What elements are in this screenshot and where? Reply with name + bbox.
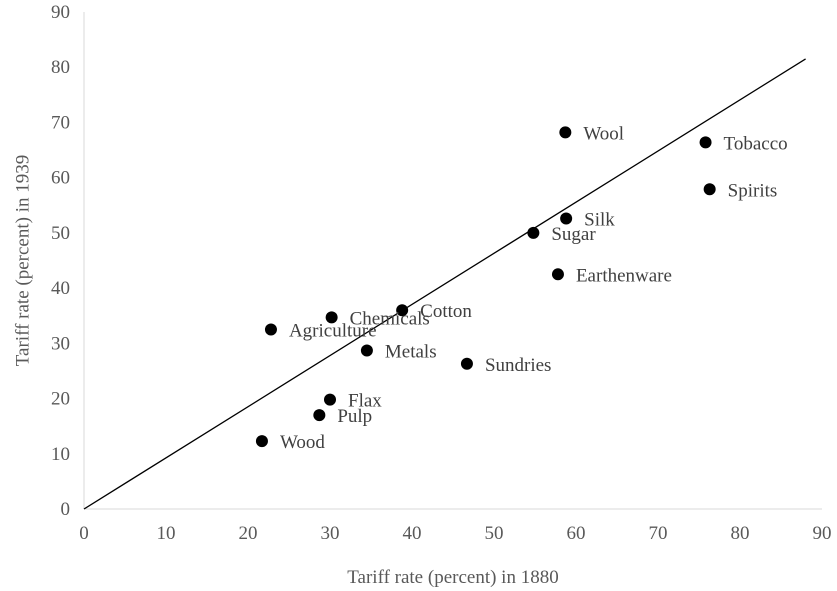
x-tick-label: 10 [157,523,176,544]
data-point [256,435,268,447]
axes [84,12,822,509]
data-point-label: Agriculture [289,321,377,342]
x-tick-label: 60 [567,523,586,544]
x-tick-label: 20 [239,523,258,544]
y-tick-label: 0 [61,499,71,520]
x-tick-label: 40 [403,523,422,544]
data-point-label: Metals [385,342,437,363]
x-tick-label: 80 [731,523,750,544]
data-point [527,227,539,239]
data-point [265,324,277,336]
data-point [559,126,571,138]
data-point-label: Wool [583,123,624,144]
x-tick-label: 50 [485,523,504,544]
x-tick-label: 70 [649,523,668,544]
data-point-label: Sugar [551,224,596,245]
data-point [560,213,572,225]
y-tick-label: 80 [51,57,70,78]
data-point [704,183,716,195]
data-points: Wool TobaccoSpiritsSilkSugarEarthenwareCo… [256,123,788,453]
data-point-label: Spirits [728,180,778,201]
y-tick-labels: 0 10 20 30 40 50 60 70 80 90 [51,2,70,520]
reference-line [84,59,806,509]
data-point-label: Earthenware [576,265,672,286]
y-tick-label: 50 [51,223,70,244]
data-point-label: Pulp [337,406,372,427]
x-tick-labels: 0 10 20 30 40 50 60 70 80 90 [79,523,831,544]
y-tick-label: 60 [51,168,70,189]
data-point [324,394,336,406]
x-tick-label: 30 [321,523,340,544]
data-point [461,358,473,370]
y-tick-label: 30 [51,333,70,354]
y-axis-title: Tariff rate (percent) in 1939 [12,155,33,366]
y-tick-label: 20 [51,389,70,410]
x-tick-label: 0 [79,523,89,544]
data-point-label: Wood [280,432,325,453]
data-point-label: Sundries [485,355,552,376]
x-axis-title: Tariff rate (percent) in 1880 [347,567,558,588]
y-tick-label: 40 [51,278,70,299]
x-tick-label: 90 [813,523,832,544]
y-tick-label: 10 [51,444,70,465]
data-point [552,268,564,280]
data-point [361,345,373,357]
y-tick-label: 70 [51,112,70,133]
data-point-label: Tobacco [724,133,788,154]
y-tick-label: 90 [51,2,70,23]
data-point [700,136,712,148]
data-point [313,409,325,421]
